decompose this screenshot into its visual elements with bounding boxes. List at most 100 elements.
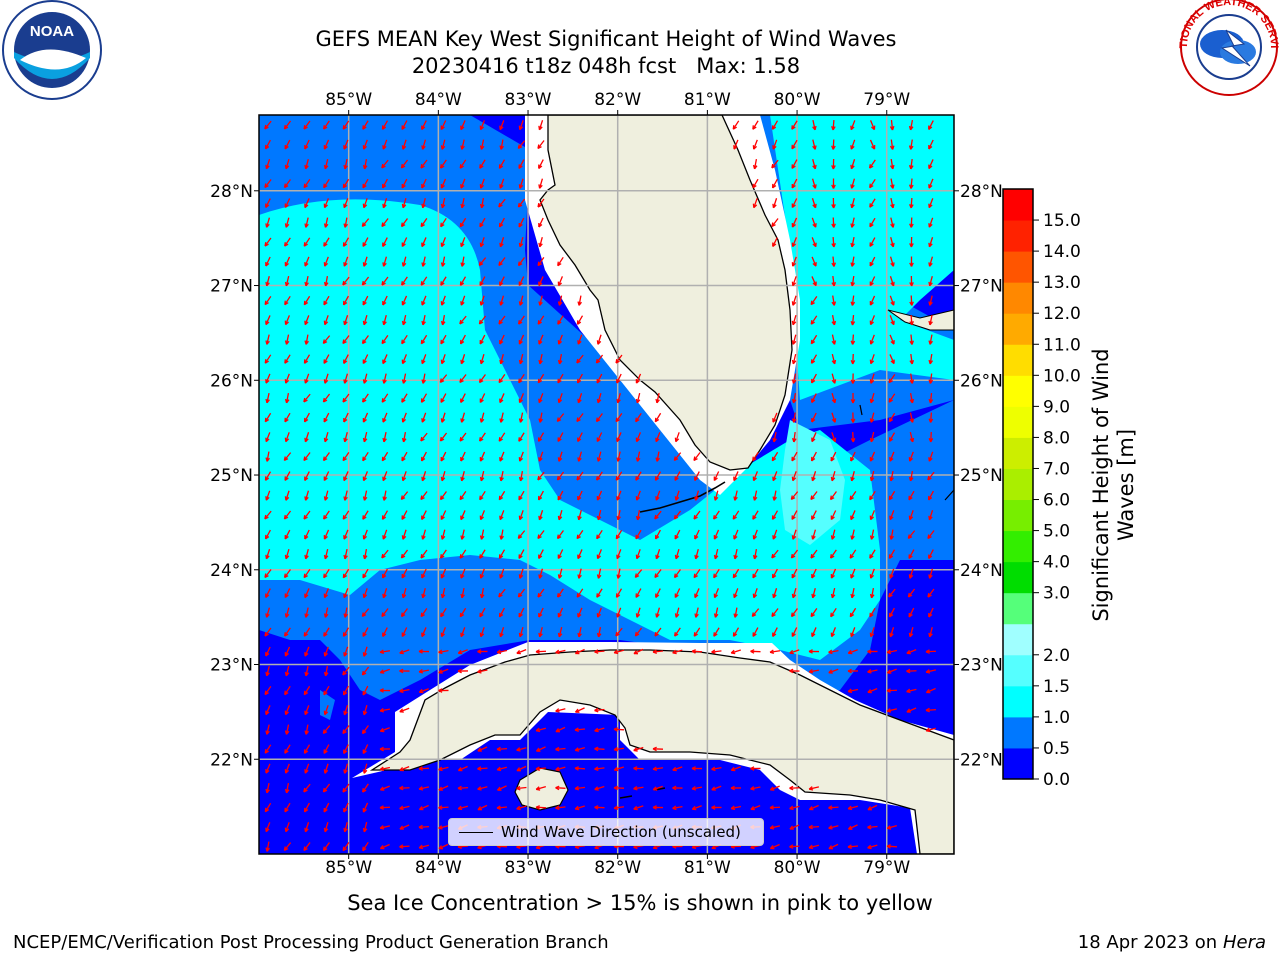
colorbar-tick-label: 12.0 — [1043, 304, 1081, 324]
wave-direction-arrow — [517, 198, 526, 208]
wave-direction-arrow — [265, 276, 270, 287]
wave-direction-arrow — [323, 178, 330, 189]
wave-direction-arrow — [889, 158, 895, 170]
wave-direction-arrow — [304, 217, 309, 228]
wave-direction-arrow — [303, 295, 311, 306]
wave-direction-arrow — [674, 432, 680, 443]
wave-direction-arrow — [343, 373, 349, 384]
colorbar-tick-label: 7.0 — [1043, 459, 1070, 479]
wave-direction-arrow — [791, 353, 797, 365]
colorbar-tick-label: 1.5 — [1043, 677, 1070, 697]
colorbar-tick-label: 11.0 — [1043, 335, 1081, 355]
colorbar-segment — [1003, 468, 1033, 501]
wave-direction-arrow — [362, 256, 368, 267]
wave-direction-arrow — [401, 471, 407, 482]
wave-direction-arrow — [772, 198, 778, 209]
wave-direction-arrow — [479, 276, 486, 286]
wave-direction-arrow — [479, 237, 485, 248]
wave-direction-arrow — [343, 217, 348, 228]
wave-direction-arrow — [420, 451, 427, 462]
wave-direction-arrow — [928, 256, 934, 267]
noaa-logo: NOAA — [2, 0, 102, 100]
wave-direction-arrow — [420, 159, 428, 169]
wave-direction-arrow — [811, 393, 817, 403]
wave-direction-arrow — [595, 413, 603, 423]
wave-direction-arrow — [810, 354, 818, 364]
wave-direction-arrow — [284, 392, 290, 404]
wind-wave-arrows — [264, 119, 937, 852]
wave-direction-arrow — [381, 276, 389, 286]
wave-direction-arrow — [869, 256, 876, 267]
wave-direction-arrow — [304, 334, 309, 345]
wave-direction-arrow — [538, 159, 544, 169]
wave-direction-arrow — [343, 198, 349, 209]
colorbar-segment — [1003, 344, 1033, 376]
wave-direction-arrow — [382, 237, 388, 247]
wave-direction-arrow — [401, 393, 408, 403]
wave-direction-arrow — [889, 451, 895, 462]
colorbar-tick-label: 4.0 — [1043, 553, 1070, 573]
wave-direction-arrow — [401, 373, 407, 384]
wave-direction-arrow — [869, 412, 875, 423]
wave-direction-arrow — [752, 451, 759, 462]
wave-direction-arrow — [284, 198, 291, 209]
wave-direction-arrow — [304, 139, 310, 150]
wave-direction-arrow — [635, 451, 641, 462]
wave-direction-arrow — [909, 236, 914, 248]
wave-direction-arrow — [265, 451, 270, 462]
wave-direction-arrow — [440, 471, 446, 482]
wave-direction-arrow — [616, 373, 622, 384]
wave-direction-arrow — [323, 315, 329, 326]
wave-direction-arrow — [890, 217, 895, 228]
wave-direction-arrow — [264, 120, 272, 130]
wave-direction-arrow — [440, 451, 447, 462]
wave-direction-arrow — [284, 295, 291, 306]
wave-direction-arrow — [342, 237, 350, 247]
wave-direction-arrow — [421, 139, 427, 150]
wave-direction-arrow — [304, 159, 309, 170]
wave-direction-arrow — [421, 237, 427, 248]
wave-direction-arrow — [479, 120, 486, 131]
wave-direction-arrow — [518, 353, 524, 365]
wave-direction-arrow — [420, 218, 428, 228]
colorbar-segment — [1003, 189, 1033, 221]
wave-direction-arrow — [303, 354, 311, 364]
wave-direction-arrow — [343, 256, 349, 267]
wave-direction-arrow — [850, 353, 856, 365]
wave-direction-arrow — [401, 276, 408, 286]
wave-direction-arrow — [323, 120, 330, 130]
wave-direction-arrow — [811, 237, 817, 248]
wave-direction-arrow — [518, 217, 525, 228]
wave-direction-arrow — [538, 295, 543, 306]
footer-date: 18 Apr 2023 on Hera — [1078, 932, 1266, 953]
wave-direction-arrow — [440, 334, 447, 345]
wave-direction-arrow — [869, 217, 876, 228]
wave-direction-arrow — [850, 236, 855, 248]
wave-direction-arrow — [362, 354, 369, 365]
wave-direction-arrow — [459, 432, 467, 442]
wave-direction-arrow — [460, 451, 466, 462]
wave-direction-arrow — [499, 295, 505, 306]
wave-direction-arrow — [265, 392, 270, 404]
legend-line-swatch — [459, 832, 493, 833]
wave-direction-arrow — [517, 140, 526, 149]
wave-direction-arrow — [537, 198, 545, 208]
wave-direction-arrow — [381, 178, 388, 189]
wave-direction-arrow — [888, 374, 896, 384]
wave-direction-arrow — [831, 158, 836, 170]
colorbar-segment — [1003, 375, 1033, 407]
wave-direction-arrow — [752, 120, 759, 130]
bahamas-islands — [887, 309, 954, 331]
wave-direction-arrow — [889, 315, 895, 326]
wave-direction-arrow — [810, 315, 818, 325]
wave-direction-arrow — [909, 373, 915, 384]
wave-direction-arrow — [538, 237, 543, 248]
colorbar-segment — [1003, 685, 1033, 718]
wave-direction-arrow — [478, 257, 487, 266]
wave-direction-arrow — [304, 432, 310, 443]
wave-direction-arrow — [440, 276, 447, 286]
wave-direction-arrow — [850, 295, 856, 306]
wave-direction-arrow — [400, 218, 408, 228]
wave-direction-arrow — [323, 139, 330, 150]
wave-direction-arrow — [577, 393, 583, 404]
